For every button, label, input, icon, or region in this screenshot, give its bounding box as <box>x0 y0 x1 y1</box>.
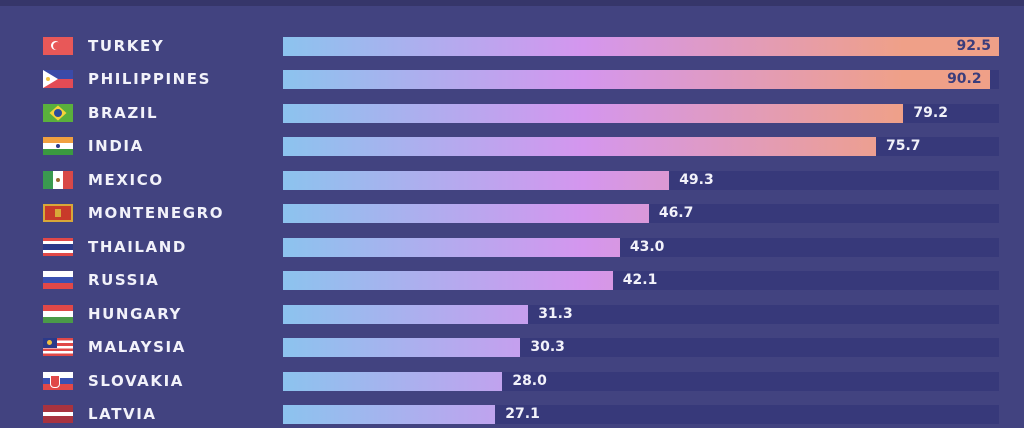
category-label: RUSSIA <box>88 271 160 290</box>
value-label: 46.7 <box>658 205 694 222</box>
turkey-flag <box>43 37 73 55</box>
slovakia-flag <box>43 371 73 390</box>
bar <box>283 371 503 391</box>
category-label: HUNGARY <box>88 304 183 323</box>
malaysia-flag <box>43 338 73 357</box>
bar <box>283 304 529 324</box>
india-flag <box>43 137 73 156</box>
bar-row: INDIA 75.7 <box>0 136 1024 157</box>
bar-row: HUNGARY 31.3 <box>0 304 1024 324</box>
value-label: 90.2 <box>947 71 982 88</box>
montenegro-flag <box>43 204 73 223</box>
bar-row: LATVIA 27.1 <box>0 404 1024 424</box>
category-label: BRAZIL <box>88 103 159 122</box>
bar-row: BRAZIL 79.2 <box>0 103 1024 123</box>
bar-track: 46.7 <box>283 204 999 224</box>
philippines-flag <box>43 70 73 89</box>
value-label: 43.0 <box>629 238 665 255</box>
category-label: INDIA <box>88 137 144 156</box>
bar <box>283 170 670 190</box>
category-label: TURKEY <box>88 37 165 55</box>
bar-track: 30.3 <box>283 338 999 358</box>
category-label: SLOVAKIA <box>88 371 184 390</box>
value-label: 30.3 <box>530 339 565 356</box>
value-label: 28.0 <box>512 372 547 389</box>
category-label: MALAYSIA <box>88 338 186 357</box>
category-label: PHILIPPINES <box>88 70 212 89</box>
bar <box>283 103 904 123</box>
bar <box>283 137 876 157</box>
bar-row: PHILIPPINES 90.2 <box>0 69 1024 90</box>
russia-flag <box>43 271 73 290</box>
value-label: 79.2 <box>913 104 948 121</box>
value-label: 42.1 <box>622 272 658 289</box>
value-label: 31.3 <box>538 305 573 322</box>
bar-row: MONTENEGRO 46.7 <box>0 203 1024 224</box>
bar-track: 31.3 <box>283 304 999 324</box>
bar-track: 49.3 <box>283 170 999 190</box>
category-label: MONTENEGRO <box>88 204 225 223</box>
bar-track: 42.1 <box>283 271 999 291</box>
bar-track: 27.1 <box>283 404 999 424</box>
brazil-flag <box>43 103 73 122</box>
bar-track: 75.7 <box>283 137 999 157</box>
latvia-flag <box>43 404 73 423</box>
value-label: 92.5 <box>956 38 991 54</box>
bar-row: MEXICO 49.3 <box>0 170 1024 190</box>
top-strip <box>0 0 1024 6</box>
hungary-flag <box>43 304 73 323</box>
bar <box>283 404 496 424</box>
bar-row: MALAYSIA 30.3 <box>0 337 1024 358</box>
category-label: THAILAND <box>88 237 187 256</box>
bar-track: 79.2 <box>283 103 999 123</box>
bar-track: 90.2 <box>283 70 999 90</box>
bar <box>283 271 613 291</box>
category-label: MEXICO <box>88 170 164 189</box>
bar <box>283 37 999 56</box>
bar-row: SLOVAKIA 28.0 <box>0 371 1024 391</box>
bar-track: 92.5 <box>283 37 999 56</box>
value-label: 75.7 <box>886 138 921 155</box>
bar-row: RUSSIA 42.1 <box>0 270 1024 291</box>
bar <box>283 237 620 257</box>
category-label: LATVIA <box>88 404 157 423</box>
bar-row: THAILAND 43.0 <box>0 237 1024 257</box>
bar-row: TURKEY 92.5 <box>0 36 1024 56</box>
bar <box>283 204 649 224</box>
bar <box>283 70 990 90</box>
bar-track: 43.0 <box>283 237 999 257</box>
thailand-flag <box>43 237 73 256</box>
mexico-flag <box>43 170 73 189</box>
bar <box>283 338 521 358</box>
bar-track: 28.0 <box>283 371 999 391</box>
value-label: 49.3 <box>679 171 714 188</box>
value-label: 27.1 <box>505 405 540 422</box>
